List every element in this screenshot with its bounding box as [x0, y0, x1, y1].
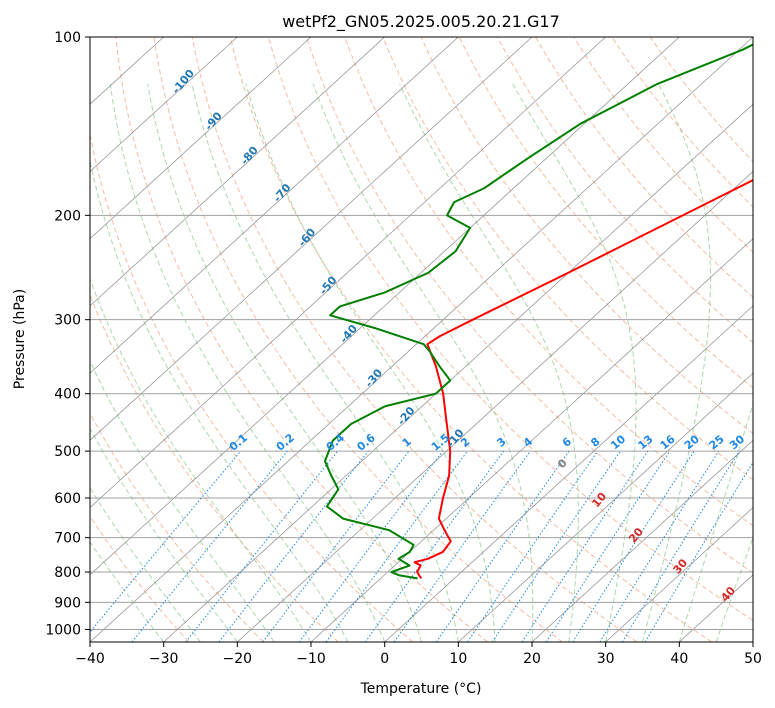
temperature-series-line	[413, 178, 753, 579]
y-tick-label: 400	[54, 387, 81, 403]
x-tick-label: 10	[449, 651, 467, 667]
dry-adiabat-line	[191, 37, 638, 642]
x-tick-label: −30	[149, 651, 179, 667]
moist-adiabat-line	[678, 401, 753, 642]
dry-adiabat-line	[306, 37, 753, 574]
isotherm-line	[90, 37, 680, 576]
moist-adiabat-line	[642, 83, 712, 642]
isotherm-line	[752, 641, 753, 642]
y-tick-label: 700	[54, 531, 81, 547]
mixing-ratio-line	[393, 450, 531, 642]
mixing-ratio-line	[491, 450, 621, 642]
isotherm-line	[90, 37, 533, 441]
y-axis-label: Pressure (hPa)	[12, 289, 28, 389]
y-tick-label: 100	[54, 30, 81, 46]
mixing-ratio-line	[644, 461, 753, 642]
moist-adiabat-line	[90, 486, 201, 642]
moist-adiabat-line	[245, 83, 496, 642]
x-tick-label: −20	[223, 651, 253, 667]
isotherm-line	[90, 37, 385, 307]
x-tick-label: 20	[523, 651, 541, 667]
dry-adiabat-line	[344, 37, 753, 527]
moist-adiabat-line	[512, 83, 637, 642]
chart-title: wetPf2_GN05.2025.005.20.21.G17	[282, 12, 560, 32]
dry-adiabat-line	[115, 37, 488, 642]
moist-adiabat-line	[715, 536, 753, 642]
x-tick-label: −10	[296, 651, 326, 667]
mixing-ratio-line	[131, 450, 288, 642]
moist-adiabat-line	[90, 359, 275, 642]
x-axis-label: Temperature (°C)	[360, 681, 482, 697]
dry-adiabat-line	[649, 37, 753, 163]
y-tick-label: 900	[54, 595, 81, 611]
moist-adiabat-line	[90, 277, 312, 642]
mixing-ratio-line	[218, 450, 369, 642]
dry-adiabat-line	[382, 37, 753, 481]
dry-adiabat-line	[611, 37, 753, 208]
moist-adiabat-line	[90, 541, 165, 642]
moist-adiabat-line	[191, 83, 459, 642]
mixing-ratio-line	[436, 450, 570, 642]
dewpoint-series-line	[323, 43, 753, 580]
isotherm-line	[90, 37, 238, 172]
mixing-ratio-line	[467, 450, 599, 642]
y-tick-label: 200	[54, 208, 81, 224]
isotherm-line	[605, 507, 753, 642]
mixing-ratio-line	[521, 450, 649, 642]
moist-adiabat-line	[109, 83, 386, 642]
y-tick-label: 600	[54, 491, 81, 507]
dry-adiabat-line	[268, 37, 753, 622]
isotherm-line	[90, 37, 312, 240]
y-tick-label: 500	[54, 444, 81, 460]
mixing-ratio-line	[621, 450, 740, 642]
x-tick-label: 0	[380, 651, 389, 667]
axes: −40 −30 −20 −10 0 10 20 30 40 50 100 200 300 400 500 60…	[45, 30, 762, 667]
moist-adiabat-line	[90, 427, 238, 642]
mixing-ratio-line	[572, 450, 695, 642]
moist-adiabat-line	[312, 83, 534, 642]
mixing-ratio-line	[298, 450, 444, 642]
x-tick-label: −40	[75, 651, 105, 667]
isotherm-line	[310, 238, 753, 642]
x-tick-label: 40	[670, 651, 688, 667]
y-tick-label: 300	[54, 313, 81, 329]
isotherm-line	[90, 37, 753, 642]
background-lines	[90, 37, 753, 642]
isotherm-line	[90, 37, 606, 509]
dry-adiabat-line	[90, 515, 190, 642]
mixing-ratio-line	[545, 450, 671, 642]
dry-adiabat-line	[535, 37, 753, 298]
x-tick-label: 50	[744, 651, 762, 667]
x-tick-label: 30	[597, 651, 615, 667]
isotherm-line	[458, 372, 753, 642]
plot-frame	[89, 36, 754, 643]
isotherm-line	[531, 439, 753, 642]
dry-adiabat-line	[90, 131, 414, 642]
moist-adiabat-line	[399, 83, 579, 642]
moist-adiabat-line	[147, 83, 422, 642]
dry-adiabat-line	[458, 37, 753, 389]
isotherm-line	[163, 103, 753, 642]
mixing-ratio-line	[599, 450, 720, 642]
mixing-ratio-line	[325, 450, 468, 642]
isotherm-line	[90, 37, 459, 374]
y-tick-label: 1000	[45, 622, 81, 638]
dry-adiabat-line	[229, 37, 712, 642]
y-tick-label: 800	[54, 565, 81, 581]
isotherm-line	[384, 305, 753, 642]
isotherm-line	[237, 170, 753, 642]
profile-lines	[323, 43, 753, 580]
mixing-ratio-line	[364, 450, 505, 642]
mixing-ratio-line	[262, 450, 410, 642]
